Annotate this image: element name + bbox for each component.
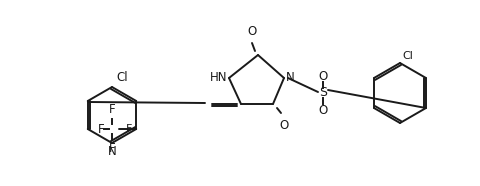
Text: N: N: [286, 70, 294, 84]
Text: N: N: [108, 145, 116, 158]
Text: F: F: [97, 123, 104, 135]
Text: O: O: [318, 103, 327, 116]
Text: O: O: [247, 25, 256, 38]
Text: F: F: [108, 103, 115, 116]
Text: F: F: [108, 142, 115, 155]
Text: Cl: Cl: [116, 71, 127, 84]
Text: F: F: [126, 124, 132, 134]
Text: Cl: Cl: [401, 51, 412, 61]
Text: O: O: [279, 119, 288, 132]
Text: S: S: [318, 86, 326, 99]
Text: O: O: [318, 70, 327, 83]
Text: HN: HN: [209, 70, 227, 84]
